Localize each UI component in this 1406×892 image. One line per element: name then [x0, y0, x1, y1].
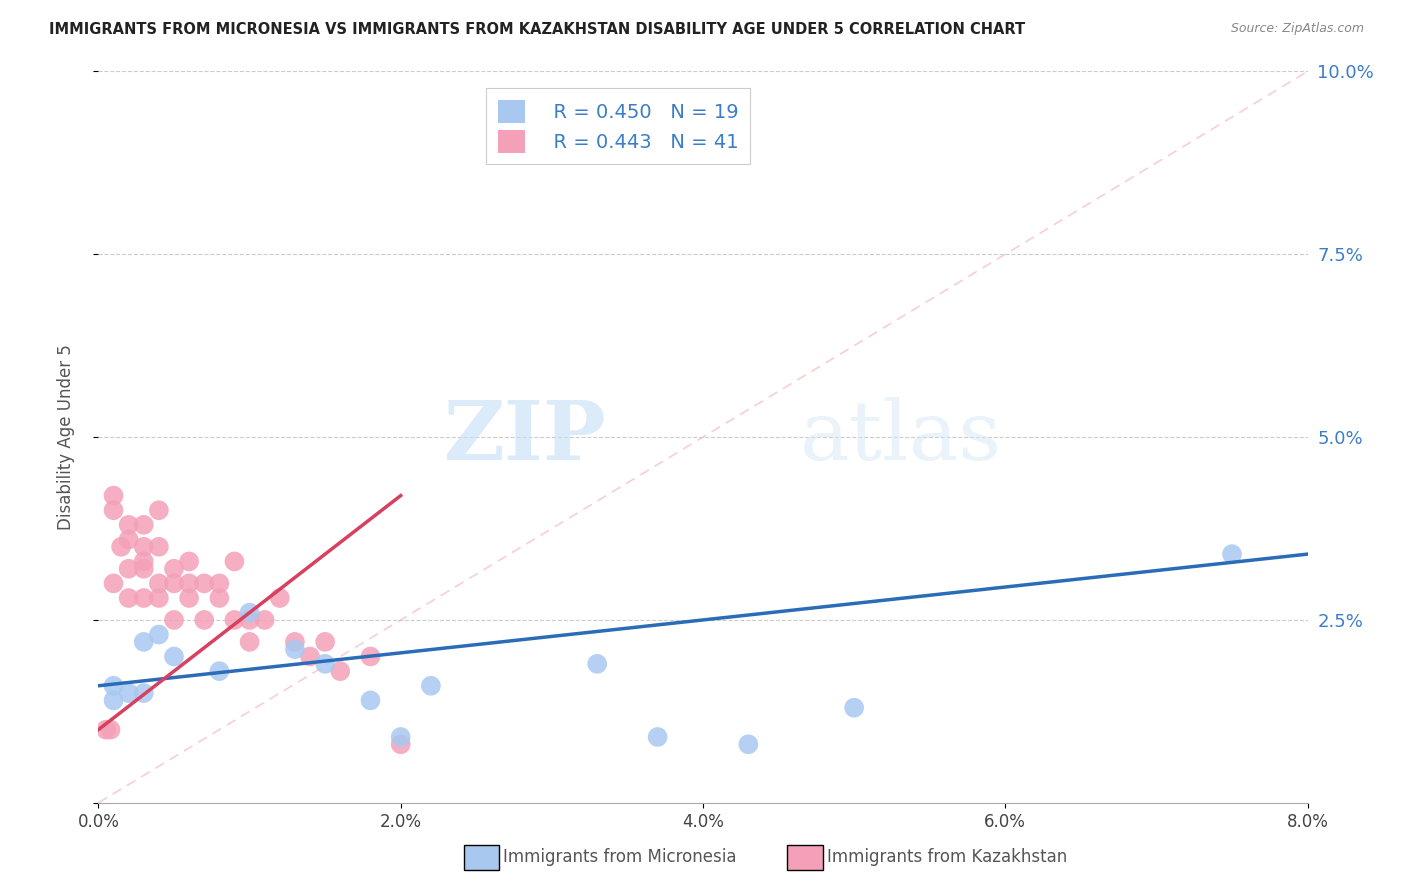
Point	[269, 591, 291, 605]
Point	[208, 576, 231, 591]
Point	[647, 730, 669, 744]
Text: atlas: atlas	[800, 397, 1002, 477]
Point	[844, 700, 866, 714]
Point	[103, 576, 125, 591]
Point	[586, 657, 609, 671]
Point	[314, 657, 336, 671]
Legend:   R = 0.450   N = 19,   R = 0.443   N = 41: R = 0.450 N = 19, R = 0.443 N = 41	[486, 88, 751, 164]
Point	[360, 649, 382, 664]
Text: Immigrants from Micronesia: Immigrants from Micronesia	[503, 848, 737, 866]
Point	[737, 737, 759, 751]
Text: Source: ZipAtlas.com: Source: ZipAtlas.com	[1230, 22, 1364, 36]
Point	[284, 635, 307, 649]
Point	[163, 613, 186, 627]
Point	[148, 591, 170, 605]
Point	[118, 562, 141, 576]
Point	[360, 693, 382, 707]
Point	[193, 613, 215, 627]
Text: Immigrants from Kazakhstan: Immigrants from Kazakhstan	[827, 848, 1067, 866]
Point	[118, 517, 141, 532]
Point	[179, 554, 201, 568]
Point	[253, 613, 276, 627]
Point	[389, 737, 412, 751]
Point	[284, 642, 307, 657]
Point	[118, 591, 141, 605]
Point	[103, 489, 125, 503]
Point	[132, 540, 155, 554]
Point	[132, 517, 155, 532]
Point	[163, 562, 186, 576]
Point	[163, 576, 186, 591]
Point	[103, 503, 125, 517]
Point	[110, 540, 132, 554]
Point	[389, 730, 412, 744]
Point	[118, 533, 141, 547]
Point	[299, 649, 322, 664]
Text: ZIP: ZIP	[444, 397, 606, 477]
Point	[239, 613, 262, 627]
Point	[179, 576, 201, 591]
Point	[148, 503, 170, 517]
Y-axis label: Disability Age Under 5: Disability Age Under 5	[56, 344, 75, 530]
Point	[1220, 547, 1243, 561]
Point	[148, 576, 170, 591]
Point	[148, 627, 170, 641]
Point	[329, 664, 352, 678]
Point	[103, 679, 125, 693]
Point	[132, 562, 155, 576]
Point	[314, 635, 336, 649]
Text: IMMIGRANTS FROM MICRONESIA VS IMMIGRANTS FROM KAZAKHSTAN DISABILITY AGE UNDER 5 : IMMIGRANTS FROM MICRONESIA VS IMMIGRANTS…	[49, 22, 1025, 37]
Point	[132, 635, 155, 649]
Point	[148, 540, 170, 554]
Point	[103, 693, 125, 707]
Point	[179, 591, 201, 605]
Point	[118, 686, 141, 700]
Point	[208, 591, 231, 605]
Point	[132, 591, 155, 605]
Point	[208, 664, 231, 678]
Point	[224, 554, 246, 568]
Point	[132, 554, 155, 568]
Point	[94, 723, 117, 737]
Point	[239, 635, 262, 649]
Point	[163, 649, 186, 664]
Point	[239, 606, 262, 620]
Point	[100, 723, 122, 737]
Point	[224, 613, 246, 627]
Point	[420, 679, 443, 693]
Point	[193, 576, 215, 591]
Point	[132, 686, 155, 700]
